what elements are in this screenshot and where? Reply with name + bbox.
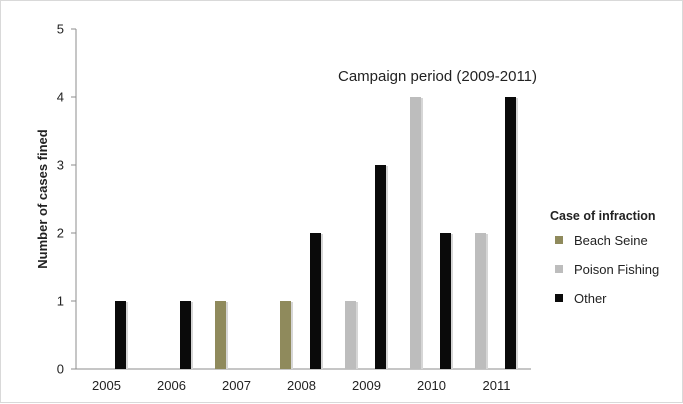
legend-swatch bbox=[555, 265, 563, 273]
bar-other bbox=[440, 233, 451, 369]
bar-beach-seine bbox=[215, 301, 226, 369]
y-tick-label: 1 bbox=[57, 294, 64, 309]
y-tick-label: 4 bbox=[57, 90, 64, 105]
legend-label: Other bbox=[574, 291, 607, 306]
bar-other bbox=[115, 301, 126, 369]
x-tick-label: 2006 bbox=[157, 378, 186, 393]
bar-poison-fishing bbox=[410, 97, 421, 369]
y-axis-label: Number of cases fined bbox=[35, 129, 50, 268]
bar-poison-fishing bbox=[345, 301, 356, 369]
legend-label: Beach Seine bbox=[574, 233, 648, 248]
campaign-annotation: Campaign period (2009-2011) bbox=[338, 68, 537, 85]
legend-title: Case of infraction bbox=[550, 209, 656, 223]
x-tick-label: 2005 bbox=[92, 378, 121, 393]
legend-label: Poison Fishing bbox=[574, 262, 659, 277]
bar-poison-fishing bbox=[475, 233, 486, 369]
x-tick-label: 2007 bbox=[222, 378, 251, 393]
x-tick-label: 2011 bbox=[483, 378, 511, 393]
legend-swatch bbox=[555, 294, 563, 302]
bar-other bbox=[375, 165, 386, 369]
bar-other bbox=[310, 233, 321, 369]
y-tick-label: 0 bbox=[57, 362, 64, 377]
x-tick-label: 2010 bbox=[417, 378, 446, 393]
y-tick-label: 3 bbox=[57, 158, 64, 173]
bar-beach-seine bbox=[280, 301, 291, 369]
x-tick-label: 2009 bbox=[352, 378, 381, 393]
x-tick-label: 2008 bbox=[287, 378, 316, 393]
bar-other bbox=[505, 97, 516, 369]
y-tick-label: 5 bbox=[57, 22, 64, 37]
bar-other bbox=[180, 301, 191, 369]
legend-swatch bbox=[555, 236, 563, 244]
y-tick-label: 2 bbox=[57, 226, 64, 241]
